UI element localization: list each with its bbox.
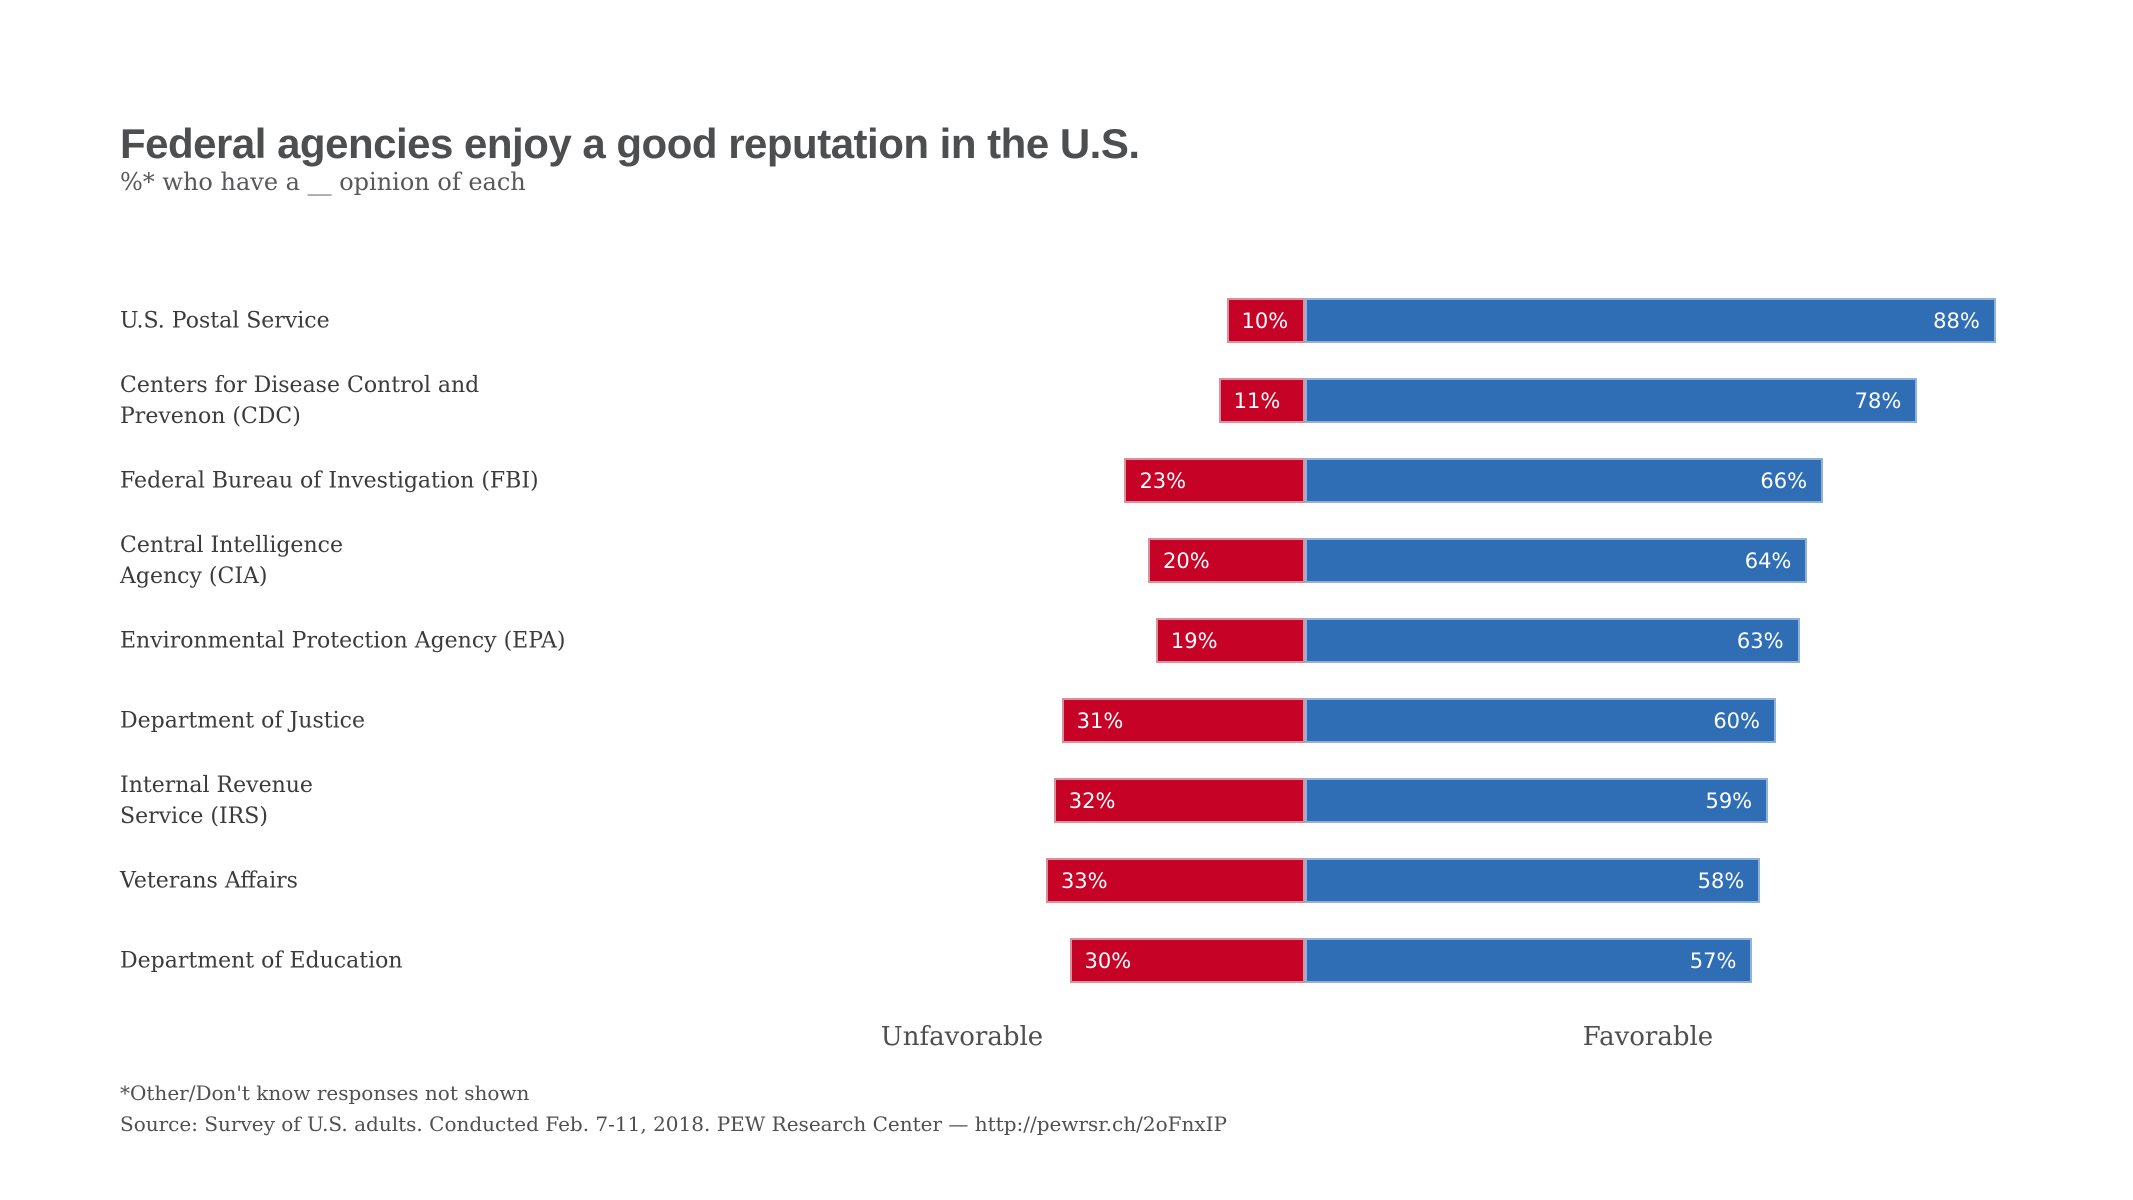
category-label: Internal Revenue Service (IRS) [120,773,313,829]
category-label: U.S. Postal Service [120,308,330,334]
unfavorable-bar: 11% [1218,378,1305,423]
chart-row: Internal Revenue Service (IRS) 32% 59% [0,761,2133,841]
chart-row: Department of Justice 31% 60% [0,681,2133,761]
unfavorable-value: 11% [1233,388,1281,413]
footnote-note: *Other/Don't know responses not shown [120,1081,530,1105]
category-label: Central Intelligence Agency (CIA) [120,533,343,589]
unfavorable-value: 33% [1060,868,1108,893]
favorable-value: 63% [1736,628,1784,653]
favorable-value: 78% [1854,388,1902,413]
category-label: Environmental Protection Agency (EPA) [120,628,566,654]
page-title: Federal agencies enjoy a good reputation… [120,120,1140,168]
unfavorable-bar: 10% [1226,298,1305,343]
unfavorable-bar: 30% [1069,938,1305,983]
unfavorable-value: 20% [1163,548,1210,573]
category-label: Centers for Disease Control and Prevenon… [120,373,480,429]
unfavorable-value: 30% [1084,948,1132,973]
favorable-value: 66% [1760,468,1808,493]
category-label: Department of Education [120,948,403,974]
favorable-value: 58% [1697,868,1745,893]
favorable-bar: 57% [1305,938,1753,983]
bar-chart: U.S. Postal Service 10% 88% Centers for Dis… [0,281,2133,1001]
chart-row: Department of Education 30% 57% [0,921,2133,1001]
favorable-bar: 59% [1305,778,1769,823]
unfavorable-value: 10% [1241,308,1289,333]
favorable-bar: 88% [1305,298,1996,343]
unfavorable-value: 19% [1170,628,1218,653]
page-subtitle: %* who have a __ opinion of each [120,168,526,196]
favorable-bar: 66% [1305,458,1824,503]
favorable-value: 57% [1689,948,1737,973]
category-label: Veterans Affairs [120,868,298,894]
unfavorable-value: 23% [1139,468,1187,493]
category-label: Department of Justice [120,708,365,734]
chart-row: Central Intelligence Agency (CIA) 20% 64% [0,521,2133,601]
chart-row: Environmental Protection Agency (EPA) 19%… [0,601,2133,681]
unfavorable-value: 32% [1068,788,1116,813]
unfavorable-bar: 31% [1061,698,1305,743]
chart-row: U.S. Postal Service 10% 88% [0,281,2133,361]
favorable-bar: 60% [1305,698,1776,743]
axis-label-unfavorable: Unfavorable [880,1022,1044,1052]
unfavorable-bar: 19% [1155,618,1305,663]
favorable-bar: 63% [1305,618,1800,663]
footnote-source: Source: Survey of U.S. adults. Conducted… [120,1112,1228,1136]
category-label: Federal Bureau of Investigation (FBI) [120,468,539,494]
favorable-bar: 58% [1305,858,1761,903]
unfavorable-bar: 23% [1124,458,1305,503]
chart-row: Federal Bureau of Investigation (FBI) 23%… [0,441,2133,521]
chart-row: Centers for Disease Control and Prevenon… [0,361,2133,441]
favorable-value: 59% [1705,788,1753,813]
favorable-value: 88% [1933,308,1980,333]
favorable-bar: 64% [1305,538,1808,583]
footnotes: *Other/Don't know responses not shown So… [120,1078,1227,1140]
unfavorable-bar: 33% [1045,858,1305,903]
favorable-bar: 78% [1305,378,1918,423]
unfavorable-bar: 32% [1053,778,1305,823]
unfavorable-bar: 20% [1148,538,1305,583]
chart-row: Veterans Affairs 33% 58% [0,841,2133,921]
favorable-value: 60% [1713,708,1760,733]
favorable-value: 64% [1744,548,1792,573]
axis-label-favorable: Favorable [1582,1022,1714,1052]
unfavorable-value: 31% [1076,708,1124,733]
